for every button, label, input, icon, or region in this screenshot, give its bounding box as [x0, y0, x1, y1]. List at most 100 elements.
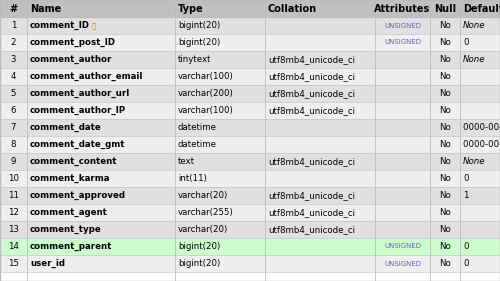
Text: No: No — [439, 21, 451, 30]
Text: No: No — [439, 174, 451, 183]
Text: 0000-00-00 00:00:00: 0000-00-00 00:00:00 — [463, 123, 500, 132]
Text: No: No — [439, 242, 451, 251]
Text: utf8mb4_unicode_ci: utf8mb4_unicode_ci — [268, 72, 355, 81]
Text: No: No — [439, 157, 451, 166]
Text: 11: 11 — [8, 191, 19, 200]
Bar — [0, 51, 500, 68]
Bar — [0, 85, 500, 102]
Text: bigint(20): bigint(20) — [178, 21, 220, 30]
Text: utf8mb4_unicode_ci: utf8mb4_unicode_ci — [268, 191, 355, 200]
Text: 4: 4 — [11, 72, 16, 81]
Text: No: No — [439, 259, 451, 268]
Bar — [0, 0, 500, 17]
Text: comment_ID: comment_ID — [30, 21, 90, 30]
Text: comment_karma: comment_karma — [30, 174, 110, 183]
Text: UNSIGNED: UNSIGNED — [384, 260, 421, 266]
Text: datetime: datetime — [178, 140, 217, 149]
Bar — [0, 221, 500, 238]
Text: comment_agent: comment_agent — [30, 208, 108, 217]
Text: utf8mb4_unicode_ci: utf8mb4_unicode_ci — [268, 106, 355, 115]
Text: 10: 10 — [8, 174, 19, 183]
Text: UNSIGNED: UNSIGNED — [384, 244, 421, 250]
Text: No: No — [439, 106, 451, 115]
Text: comment_date_gmt: comment_date_gmt — [30, 140, 126, 149]
Text: 1: 1 — [11, 21, 16, 30]
Text: UNSIGNED: UNSIGNED — [384, 40, 421, 46]
Text: UNSIGNED: UNSIGNED — [384, 22, 421, 28]
Text: utf8mb4_unicode_ci: utf8mb4_unicode_ci — [268, 55, 355, 64]
Text: 0: 0 — [463, 38, 468, 47]
Text: None: None — [463, 21, 485, 30]
Text: No: No — [439, 38, 451, 47]
Bar — [0, 136, 500, 153]
Text: comment_author_url: comment_author_url — [30, 89, 130, 98]
Text: Name: Name — [30, 3, 61, 13]
Text: 9: 9 — [11, 157, 16, 166]
Bar — [0, 170, 500, 187]
Text: varchar(100): varchar(100) — [178, 72, 234, 81]
Text: comment_author: comment_author — [30, 55, 112, 64]
Text: No: No — [439, 123, 451, 132]
Text: text: text — [178, 157, 195, 166]
Text: Null: Null — [434, 3, 456, 13]
Text: No: No — [439, 225, 451, 234]
Text: 5: 5 — [11, 89, 16, 98]
Text: utf8mb4_unicode_ci: utf8mb4_unicode_ci — [268, 157, 355, 166]
Text: comment_author_IP: comment_author_IP — [30, 106, 126, 115]
Text: comment_parent: comment_parent — [30, 242, 112, 251]
Text: 0000-00-00 00:00:00: 0000-00-00 00:00:00 — [463, 140, 500, 149]
Text: tinytext: tinytext — [178, 55, 212, 64]
Bar — [0, 34, 500, 51]
Text: comment_post_ID: comment_post_ID — [30, 38, 116, 47]
Text: None: None — [463, 55, 485, 64]
Bar — [0, 17, 500, 34]
Bar — [0, 204, 500, 221]
Text: 13: 13 — [8, 225, 19, 234]
Text: comment_content: comment_content — [30, 157, 118, 166]
Text: 6: 6 — [11, 106, 16, 115]
Text: bigint(20): bigint(20) — [178, 242, 220, 251]
Text: varchar(255): varchar(255) — [178, 208, 234, 217]
Text: bigint(20): bigint(20) — [178, 259, 220, 268]
Text: No: No — [439, 191, 451, 200]
Text: None: None — [463, 157, 485, 166]
Text: 15: 15 — [8, 259, 19, 268]
Text: 🔑: 🔑 — [92, 22, 96, 29]
Text: datetime: datetime — [178, 123, 217, 132]
Text: bigint(20): bigint(20) — [178, 38, 220, 47]
Bar — [0, 119, 500, 136]
Text: No: No — [439, 89, 451, 98]
Text: utf8mb4_unicode_ci: utf8mb4_unicode_ci — [268, 208, 355, 217]
Text: Collation: Collation — [268, 3, 317, 13]
Text: Type: Type — [178, 3, 204, 13]
Text: comment_approved: comment_approved — [30, 191, 126, 200]
Text: varchar(20): varchar(20) — [178, 191, 228, 200]
Text: varchar(20): varchar(20) — [178, 225, 228, 234]
Text: 0: 0 — [463, 259, 468, 268]
Text: #: # — [10, 3, 18, 13]
Text: 0: 0 — [463, 242, 468, 251]
Text: Attributes: Attributes — [374, 3, 430, 13]
Text: No: No — [439, 208, 451, 217]
Bar — [0, 153, 500, 170]
Text: 14: 14 — [8, 242, 19, 251]
Text: 2: 2 — [11, 38, 16, 47]
Bar — [0, 68, 500, 85]
Text: 3: 3 — [11, 55, 16, 64]
Text: varchar(100): varchar(100) — [178, 106, 234, 115]
Bar — [0, 238, 500, 255]
Text: No: No — [439, 55, 451, 64]
Text: utf8mb4_unicode_ci: utf8mb4_unicode_ci — [268, 89, 355, 98]
Text: varchar(200): varchar(200) — [178, 89, 234, 98]
Bar — [0, 255, 500, 272]
Text: 12: 12 — [8, 208, 19, 217]
Text: comment_author_email: comment_author_email — [30, 72, 144, 81]
Text: user_id: user_id — [30, 259, 65, 268]
Text: 8: 8 — [11, 140, 16, 149]
Text: 7: 7 — [11, 123, 16, 132]
Text: int(11): int(11) — [178, 174, 207, 183]
Text: Default: Default — [463, 3, 500, 13]
Bar — [0, 187, 500, 204]
Text: No: No — [439, 72, 451, 81]
Text: comment_type: comment_type — [30, 225, 102, 234]
